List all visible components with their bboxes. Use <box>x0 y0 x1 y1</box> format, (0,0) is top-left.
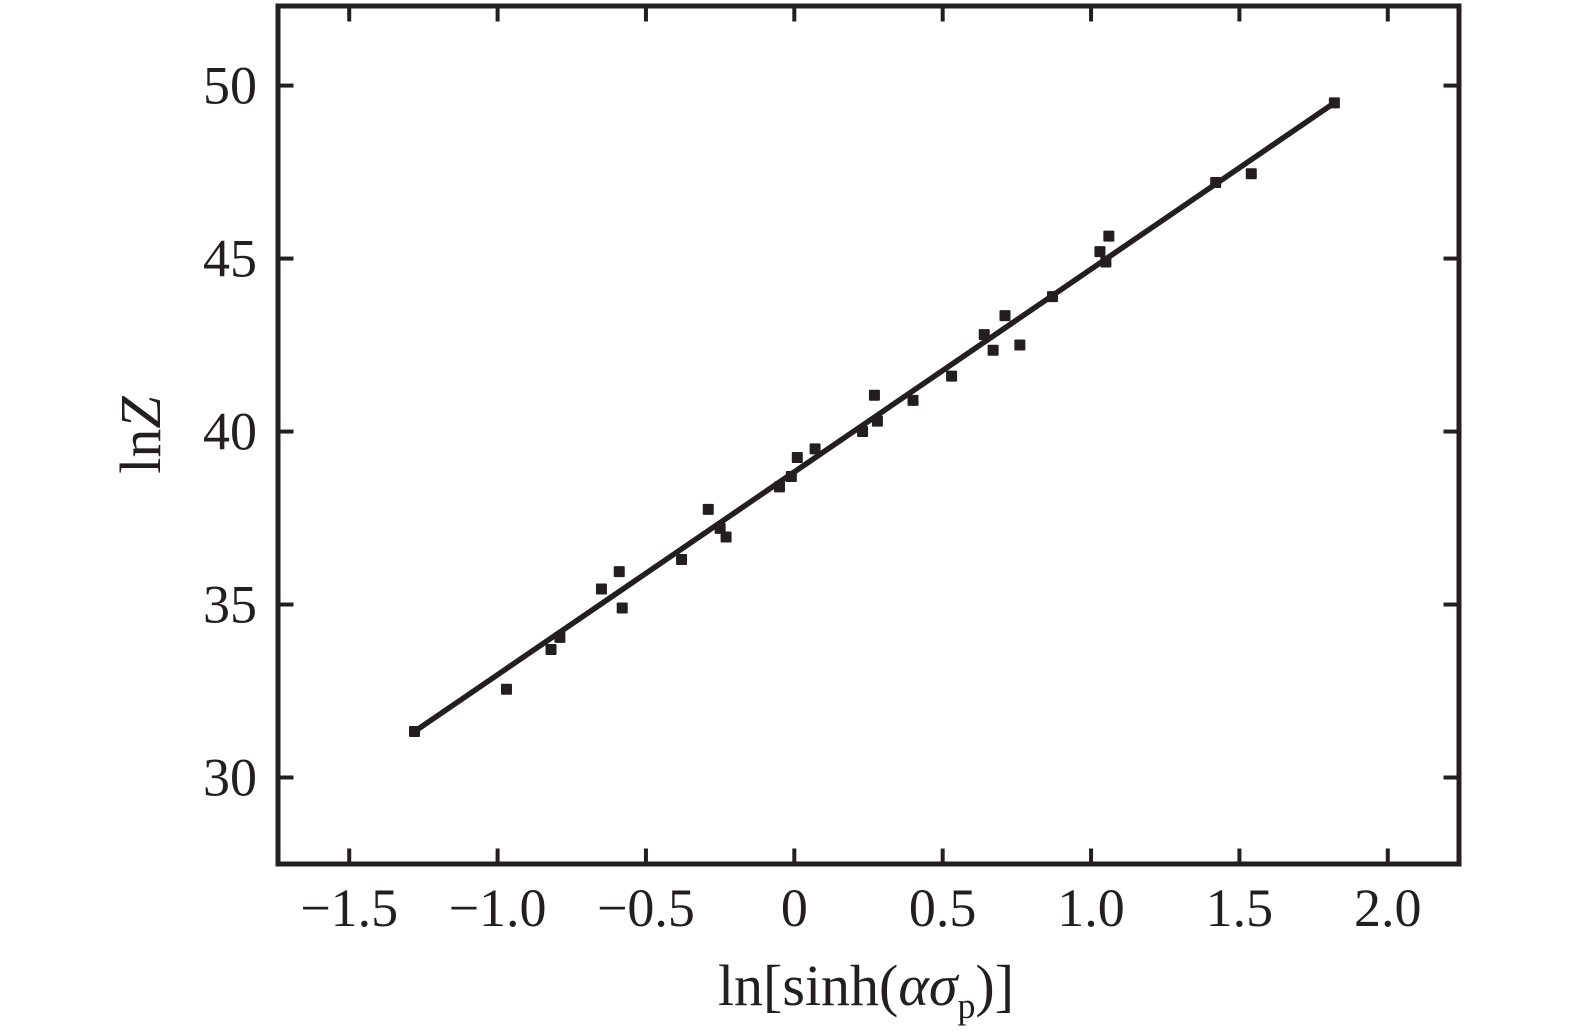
data-point <box>616 602 628 614</box>
data-point <box>978 329 990 341</box>
x-tick-label: 0.5 <box>909 878 977 938</box>
data-point <box>545 644 557 655</box>
data-point <box>1245 168 1257 180</box>
x-tick-label: −1.5 <box>300 878 398 938</box>
data-point <box>871 415 883 427</box>
data-point <box>809 443 821 455</box>
data-point <box>1094 246 1106 258</box>
plot-frame <box>275 3 1462 867</box>
data-point <box>1046 291 1058 303</box>
data-point <box>868 389 880 401</box>
data-point <box>785 471 797 483</box>
x-label-fn: ln[sinh( <box>717 953 899 1019</box>
data-point <box>773 481 785 493</box>
x-tick-label: −1.0 <box>449 878 547 938</box>
data-point <box>702 503 714 515</box>
data-point <box>408 725 420 737</box>
data-point <box>907 394 919 406</box>
data-point <box>857 426 869 438</box>
x-axis-label: ln[sinh(ασp)] <box>718 957 1014 1025</box>
y-axis-label: lnZ <box>108 396 173 473</box>
y-tick-label: 35 <box>203 575 257 635</box>
x-label-subscript-p: p <box>957 985 976 1026</box>
data-point <box>946 370 958 382</box>
y-tick-label: 50 <box>203 56 257 116</box>
data-point <box>1100 256 1112 268</box>
data-point <box>595 583 607 595</box>
data-point <box>1210 176 1222 188</box>
y-tick-label: 40 <box>203 402 257 462</box>
y-tick-label: 45 <box>203 229 257 289</box>
y-tick-label: 30 <box>203 748 257 808</box>
y-label-fn: ln <box>108 428 173 474</box>
data-point <box>999 310 1011 322</box>
x-tick-label: 1.0 <box>1057 878 1125 938</box>
x-tick-label: 0 <box>781 878 808 938</box>
data-point <box>554 631 566 643</box>
data-point <box>676 554 688 566</box>
data-point <box>1328 97 1340 109</box>
data-point <box>791 451 803 463</box>
data-point <box>987 344 999 356</box>
x-label-sigma: σ <box>928 953 958 1019</box>
data-point <box>500 683 512 695</box>
x-tick-label: 2.0 <box>1354 878 1422 938</box>
data-point <box>714 522 726 534</box>
x-label-alpha: α <box>898 953 929 1019</box>
x-tick-label: 1.5 <box>1206 878 1274 938</box>
data-point <box>1103 230 1115 242</box>
data-point <box>1014 339 1026 351</box>
x-tick-label: −0.5 <box>597 878 695 938</box>
data-point <box>720 531 732 543</box>
x-label-close: )] <box>975 953 1015 1019</box>
y-label-variable: Z <box>108 396 173 429</box>
data-point <box>613 566 625 578</box>
